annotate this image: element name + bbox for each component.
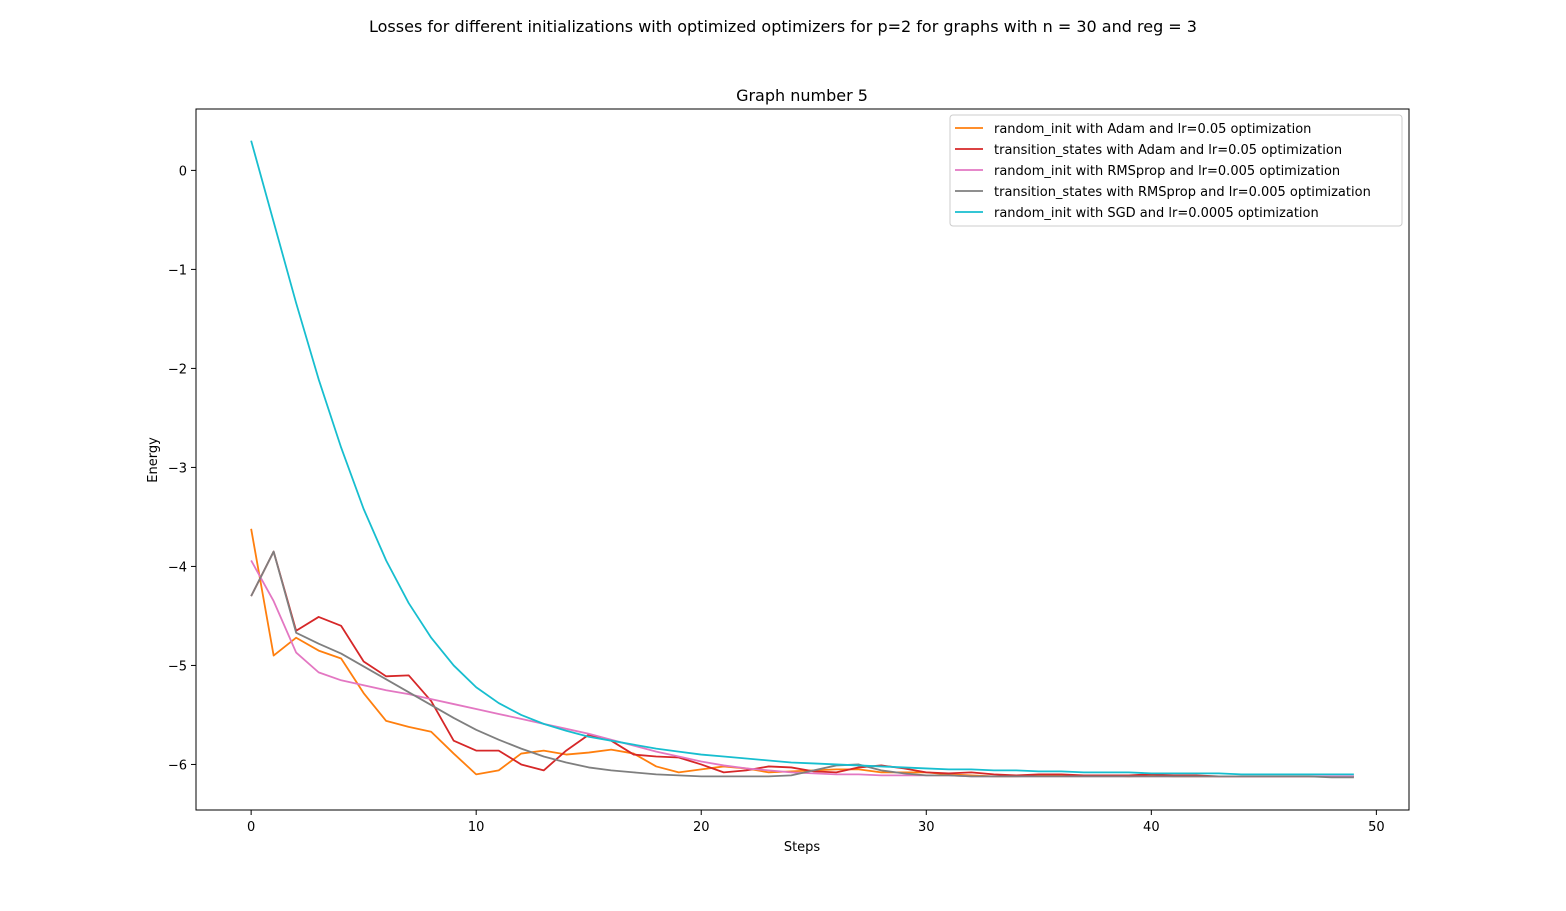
series-line-1 bbox=[250, 550, 1354, 778]
y-tick-label: −5 bbox=[168, 659, 187, 674]
x-axis-label: Steps bbox=[784, 840, 821, 855]
series-line-4 bbox=[250, 140, 1354, 776]
legend-entry-label: transition_states with Adam and lr=0.05 … bbox=[994, 143, 1342, 158]
series-line-0 bbox=[250, 528, 1354, 778]
x-tick-label: 50 bbox=[1368, 820, 1385, 835]
y-tick-label: −1 bbox=[168, 263, 187, 278]
legend: random_init with Adam and lr=0.05 optimi… bbox=[949, 114, 1403, 227]
legend-frame bbox=[949, 114, 1403, 227]
x-tick-label: 30 bbox=[918, 820, 935, 835]
legend-entry-label: transition_states with RMSprop and lr=0.… bbox=[994, 185, 1371, 200]
y-axis-label: Energy bbox=[146, 437, 161, 483]
legend-entry-label: random_init with Adam and lr=0.05 optimi… bbox=[994, 122, 1311, 137]
x-tick-label: 20 bbox=[693, 820, 710, 835]
y-tick-label: −2 bbox=[168, 362, 187, 377]
x-axis: 0 10 20 30 40 50 bbox=[247, 810, 1385, 835]
y-axis: 0 −1 −2 −3 −4 −5 −6 bbox=[168, 164, 196, 773]
series-line-2 bbox=[250, 560, 1354, 778]
x-tick-label: 40 bbox=[1143, 820, 1160, 835]
series-line-3 bbox=[250, 550, 1354, 779]
y-tick-label: −3 bbox=[168, 461, 187, 476]
x-tick-label: 10 bbox=[468, 820, 485, 835]
chart-title: Graph number 5 bbox=[736, 86, 868, 105]
y-tick-label: 0 bbox=[179, 164, 187, 179]
figure-suptitle: Losses for different initializations wit… bbox=[369, 17, 1197, 36]
y-tick-label: −4 bbox=[168, 560, 187, 575]
legend-entry-label: random_init with RMSprop and lr=0.005 op… bbox=[994, 164, 1340, 179]
x-tick-label: 0 bbox=[247, 820, 255, 835]
legend-entry-label: random_init with SGD and lr=0.0005 optim… bbox=[994, 206, 1319, 221]
plot-frame bbox=[195, 108, 1410, 811]
plot-area bbox=[195, 108, 1410, 811]
y-tick-label: −6 bbox=[168, 758, 187, 773]
series-lines bbox=[250, 140, 1354, 779]
